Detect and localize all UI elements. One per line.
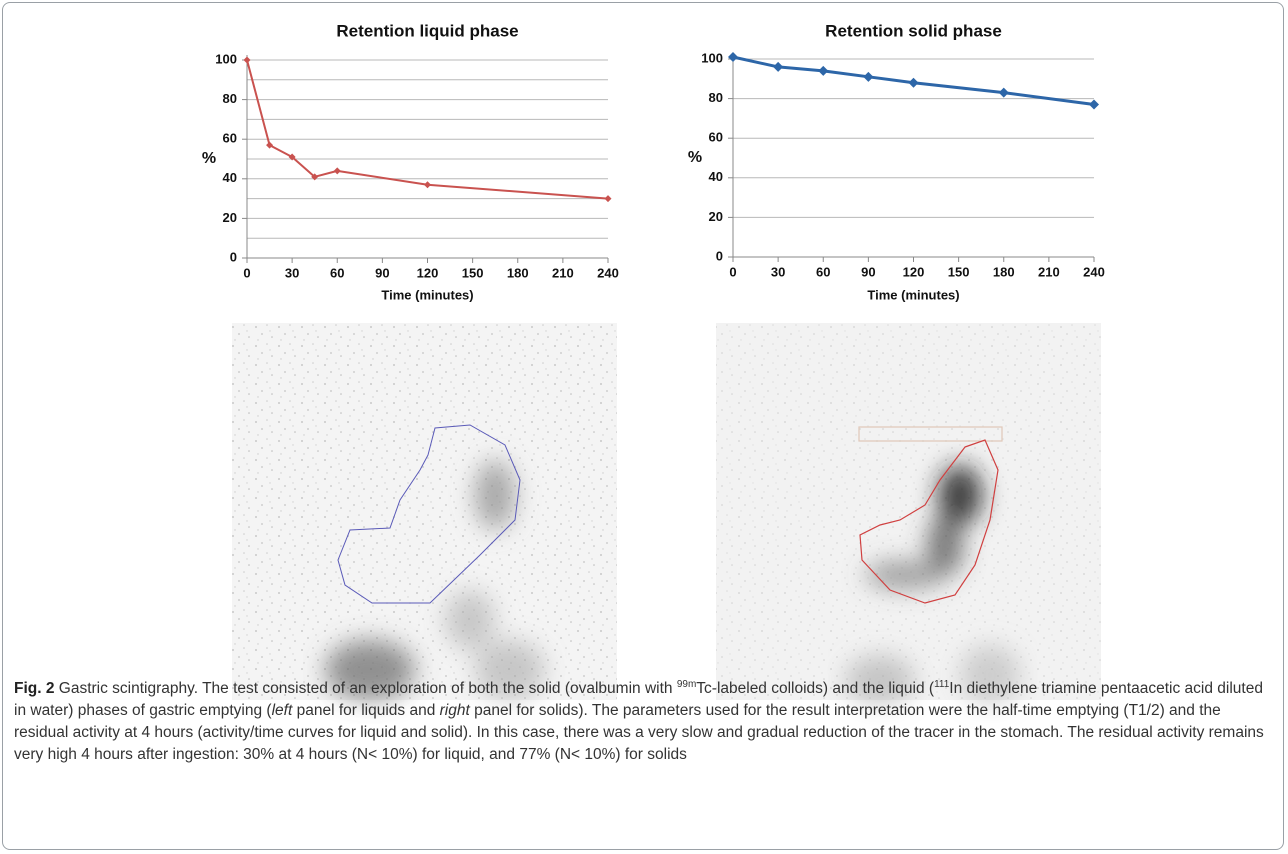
data-point bbox=[266, 141, 274, 149]
scintigraphy-left bbox=[232, 323, 617, 700]
x-tick-label: 240 bbox=[597, 265, 619, 280]
caption-text: In diethylene triamine pentaacetic acid … bbox=[14, 680, 1263, 719]
x-tick-label: 30 bbox=[771, 264, 785, 279]
data-point bbox=[728, 52, 738, 63]
caption-label: Fig. 2 bbox=[14, 680, 55, 697]
caption: Fig. 2 Gastric scintigraphy. The test co… bbox=[14, 678, 1276, 766]
x-tick-label: 180 bbox=[993, 264, 1015, 279]
caption-text: panel for solids). The parameters used f… bbox=[14, 702, 1264, 763]
data-point bbox=[1089, 99, 1099, 110]
caption-sup: 111 bbox=[934, 678, 950, 690]
chart-title: Retention solid phase bbox=[825, 21, 1002, 40]
x-tick-label: 210 bbox=[552, 265, 574, 280]
caption-sup: 99m bbox=[676, 678, 697, 690]
data-point bbox=[818, 65, 829, 76]
y-tick-label: 0 bbox=[230, 249, 237, 264]
x-tick-label: 90 bbox=[375, 265, 389, 280]
data-point bbox=[424, 181, 431, 189]
y-tick-label: 100 bbox=[215, 51, 237, 66]
y-tick-label: 40 bbox=[709, 169, 723, 184]
y-tick-label: 20 bbox=[709, 209, 723, 224]
x-tick-label: 120 bbox=[417, 265, 439, 280]
y-tick-label: 100 bbox=[701, 50, 723, 65]
caption-italic: right bbox=[439, 702, 470, 719]
y-tick-label: 60 bbox=[709, 130, 723, 145]
data-point bbox=[288, 153, 296, 161]
chart-title: Retention liquid phase bbox=[336, 21, 518, 40]
data-point bbox=[863, 71, 874, 82]
data-point bbox=[311, 173, 319, 181]
data-point bbox=[998, 87, 1009, 98]
caption-text: Tc-labeled colloids) and the liquid ( bbox=[696, 680, 935, 697]
caption-italic: left bbox=[271, 702, 293, 719]
data-point bbox=[333, 167, 341, 175]
x-tick-label: 60 bbox=[816, 264, 830, 279]
x-tick-label: 180 bbox=[507, 265, 529, 280]
x-axis-label: Time (minutes) bbox=[867, 287, 959, 302]
x-axis-label: Time (minutes) bbox=[381, 287, 473, 302]
scintigraphy-right bbox=[716, 323, 1101, 705]
data-point bbox=[908, 77, 919, 88]
x-tick-label: 150 bbox=[948, 264, 970, 279]
y-tick-label: 60 bbox=[223, 131, 237, 146]
y-tick-label: 80 bbox=[709, 90, 723, 105]
y-tick-label: 40 bbox=[223, 170, 237, 185]
data-point bbox=[604, 195, 612, 203]
x-tick-label: 210 bbox=[1038, 264, 1060, 279]
x-tick-label: 90 bbox=[861, 264, 875, 279]
y-tick-label: 20 bbox=[223, 210, 237, 225]
x-tick-label: 0 bbox=[729, 264, 736, 279]
data-point bbox=[773, 61, 784, 72]
x-tick-label: 240 bbox=[1083, 264, 1105, 279]
caption-text: panel for liquids and bbox=[292, 702, 440, 719]
y-axis-label: % bbox=[202, 150, 216, 167]
x-tick-label: 120 bbox=[903, 264, 925, 279]
x-tick-label: 0 bbox=[243, 265, 250, 280]
x-tick-label: 60 bbox=[330, 265, 344, 280]
y-tick-label: 0 bbox=[716, 248, 723, 263]
x-tick-label: 150 bbox=[462, 265, 484, 280]
x-tick-label: 30 bbox=[285, 265, 299, 280]
data-point bbox=[243, 56, 251, 64]
y-tick-label: 80 bbox=[223, 91, 237, 106]
data-line bbox=[246, 59, 609, 200]
y-axis-label: % bbox=[688, 149, 702, 166]
caption-text: Gastric scintigraphy. The test consisted… bbox=[54, 680, 677, 697]
